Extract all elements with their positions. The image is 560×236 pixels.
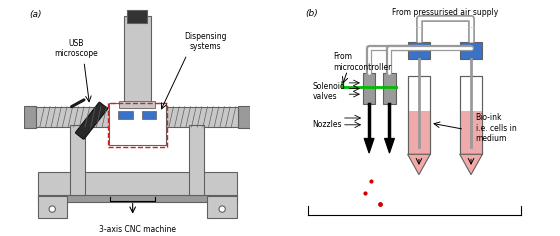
Bar xyxy=(38,195,237,202)
Bar xyxy=(189,125,204,195)
Bar xyxy=(460,42,482,59)
Bar xyxy=(408,76,430,154)
Text: (b): (b) xyxy=(306,9,319,18)
Bar xyxy=(166,107,238,127)
Bar xyxy=(109,103,166,145)
Text: Solenoid
valves: Solenoid valves xyxy=(312,82,346,101)
Bar xyxy=(38,196,67,218)
Bar xyxy=(119,101,155,108)
Bar xyxy=(238,105,250,128)
Polygon shape xyxy=(385,138,394,153)
Text: Bio-ink
i.e. cells in
medium: Bio-ink i.e. cells in medium xyxy=(475,114,516,143)
Bar xyxy=(383,73,396,104)
Text: USB
microscope: USB microscope xyxy=(54,39,98,58)
Bar xyxy=(142,110,156,119)
Circle shape xyxy=(219,206,225,212)
Polygon shape xyxy=(364,138,374,153)
Polygon shape xyxy=(460,154,482,175)
Bar xyxy=(118,110,133,119)
Bar xyxy=(108,103,167,147)
Bar xyxy=(207,196,237,218)
Polygon shape xyxy=(408,154,430,175)
Bar xyxy=(408,76,430,154)
Bar xyxy=(408,42,430,59)
Bar xyxy=(127,10,147,23)
Bar xyxy=(363,73,375,104)
Bar xyxy=(71,125,85,195)
Bar xyxy=(24,105,36,128)
Bar xyxy=(38,172,237,197)
Bar xyxy=(460,76,482,154)
Bar xyxy=(460,76,482,154)
Text: From
microcontroller: From microcontroller xyxy=(333,52,391,72)
Text: (a): (a) xyxy=(30,10,42,19)
Circle shape xyxy=(49,206,55,212)
Text: From pressurised air supply: From pressurised air supply xyxy=(392,8,498,17)
Bar xyxy=(36,107,109,127)
Bar xyxy=(460,111,482,154)
Text: Nozzles: Nozzles xyxy=(312,120,342,129)
FancyBboxPatch shape xyxy=(76,102,108,139)
Text: 3-axis CNC machine: 3-axis CNC machine xyxy=(99,224,176,234)
Text: Dispensing
systems: Dispensing systems xyxy=(184,32,226,51)
Bar xyxy=(124,16,151,107)
Bar xyxy=(408,111,430,154)
